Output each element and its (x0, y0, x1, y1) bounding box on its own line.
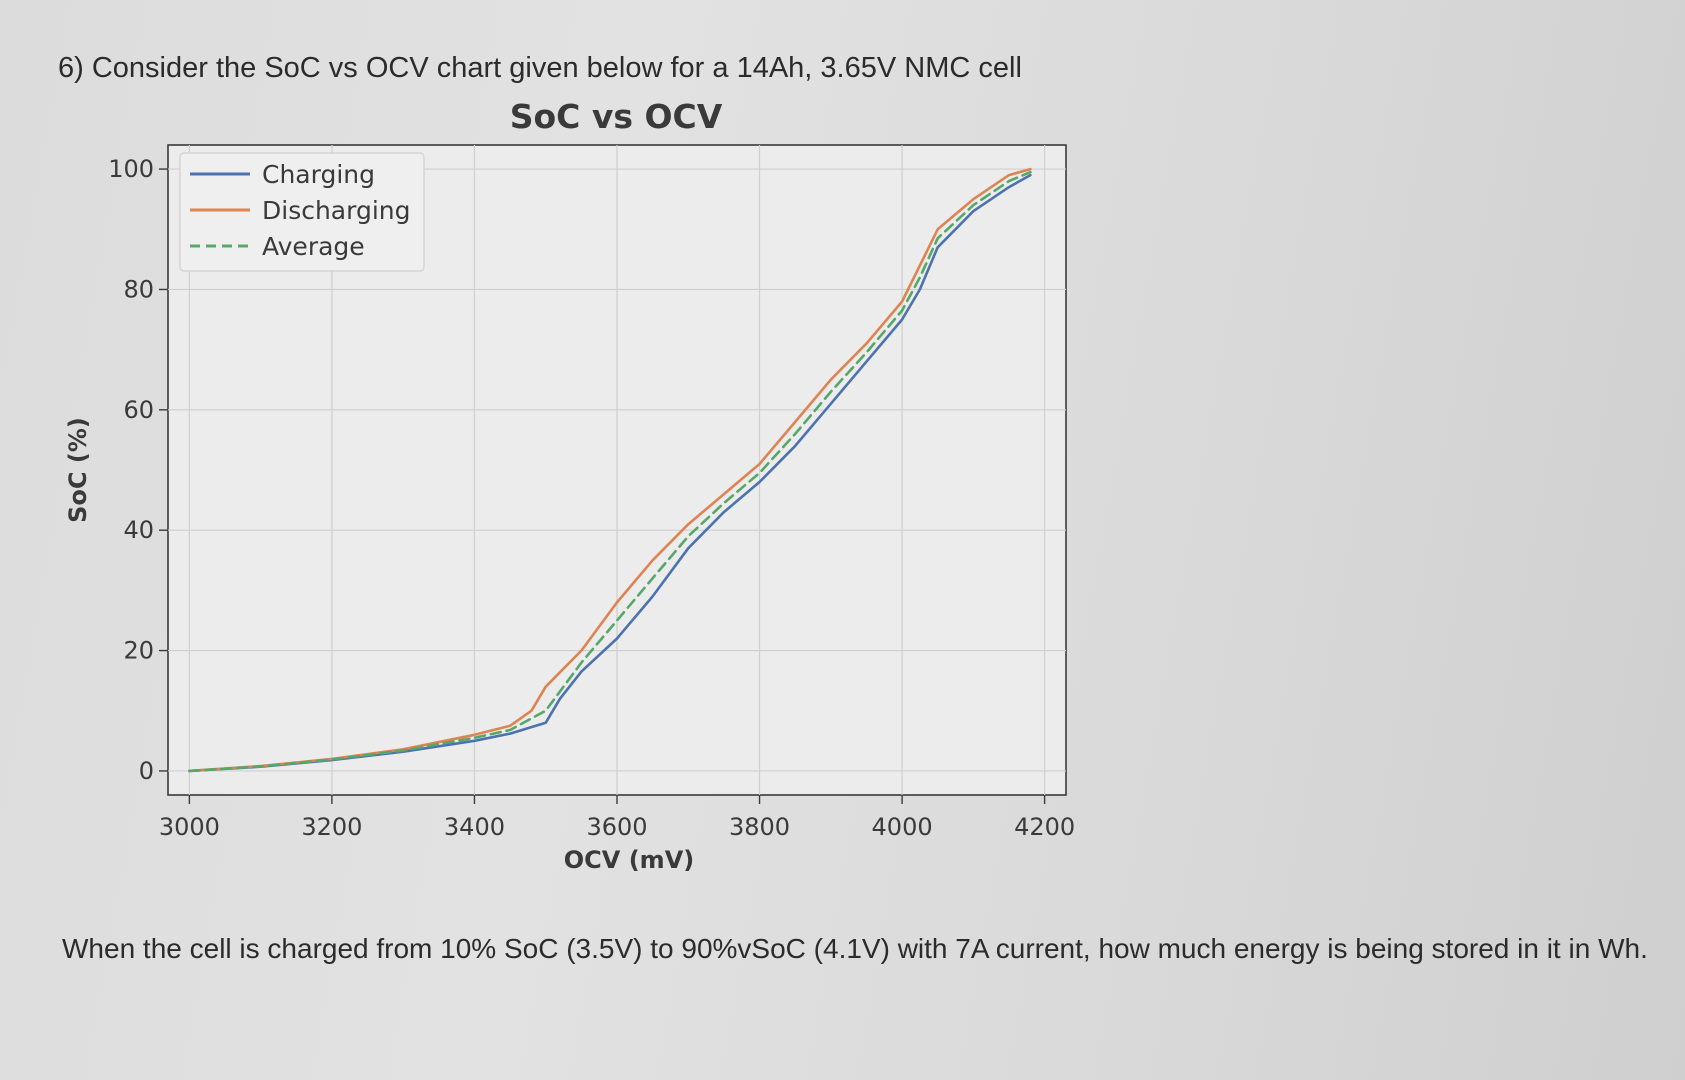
y-tick-label: 20 (123, 637, 154, 665)
y-tick-label: 60 (123, 396, 154, 424)
x-tick-label: 4200 (1014, 813, 1075, 841)
x-tick-label: 3200 (301, 813, 362, 841)
y-tick-label: 40 (123, 516, 154, 544)
y-tick-label: 100 (108, 155, 154, 183)
legend-label-average: Average (262, 232, 365, 261)
legend: Charging Discharging Average (179, 152, 425, 272)
series-lines (188, 167, 1032, 773)
x-tick-label: 3800 (729, 813, 790, 841)
x-tick-label: 3600 (586, 813, 647, 841)
legend-box (179, 152, 425, 272)
series-line-discharging (188, 167, 1032, 773)
question-title: 6) Consider the SoC vs OCV chart given b… (58, 52, 1022, 84)
x-tick-label: 3400 (444, 813, 505, 841)
series-line-charging (188, 173, 1032, 773)
y-axis-label: SoC (%) (64, 417, 92, 523)
question-text: When the cell is charged from 10% SoC (3… (62, 933, 1648, 964)
x-tick-label: 3000 (159, 813, 220, 841)
x-tick-label: 4000 (872, 813, 933, 841)
axis-ticks: 3000 3200 3400 3600 3800 4000 4200 0 20 40 60 80 100 (108, 155, 1075, 841)
y-tick-label: 0 (139, 757, 154, 785)
chart-title: SoC vs OCV (510, 97, 723, 136)
series-line-average (188, 170, 1032, 773)
y-tick-label: 80 (123, 275, 154, 303)
grid-lines (168, 145, 1066, 795)
x-axis-label: OCV (mV) (564, 846, 694, 874)
legend-label-charging: Charging (262, 160, 375, 189)
legend-label-discharging: Discharging (262, 196, 411, 225)
